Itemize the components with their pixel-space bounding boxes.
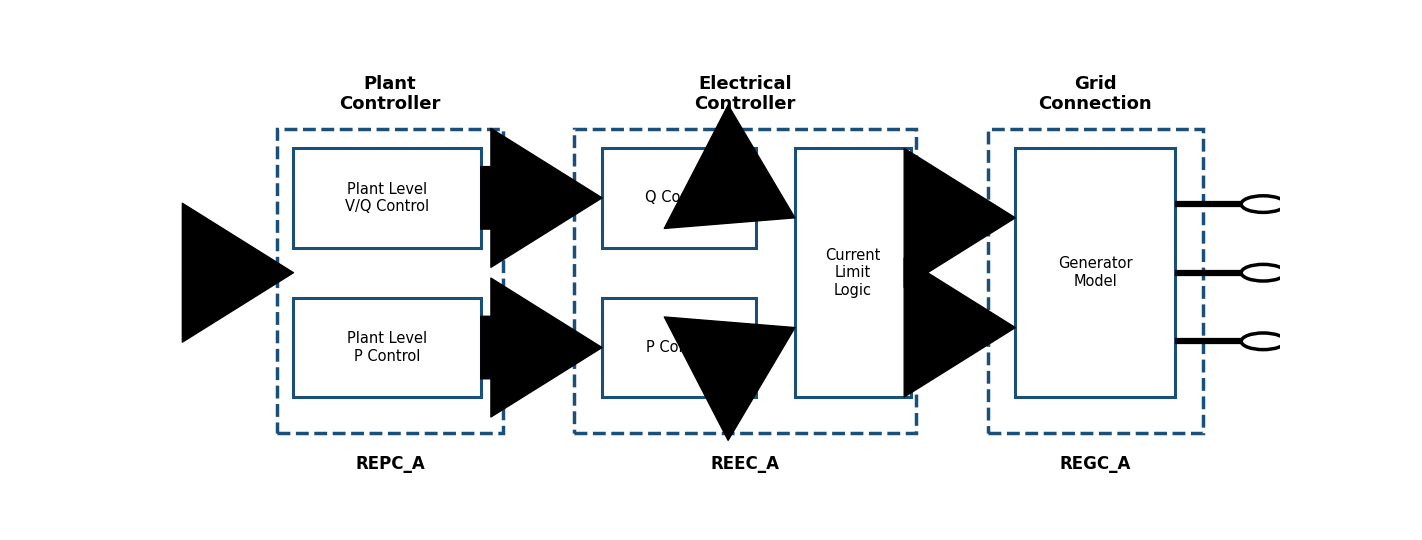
Text: REPC_A: REPC_A bbox=[356, 455, 425, 473]
Circle shape bbox=[1241, 333, 1285, 349]
Text: REGC_A: REGC_A bbox=[1059, 455, 1130, 473]
Bar bbox=[293, 298, 481, 397]
Text: Id: Id bbox=[916, 296, 929, 309]
Text: Pref: Pref bbox=[486, 316, 512, 329]
Circle shape bbox=[1241, 196, 1285, 212]
Text: Iq: Iq bbox=[916, 186, 929, 199]
Text: Setpoints: Setpoints bbox=[181, 266, 246, 280]
Bar bbox=[277, 129, 503, 433]
Text: Generator
Model: Generator Model bbox=[1058, 256, 1132, 289]
Bar bbox=[602, 298, 757, 397]
Text: Grid
Connection: Grid Connection bbox=[1038, 75, 1152, 113]
Text: Electrical
Controller: Electrical Controller bbox=[694, 75, 796, 113]
Text: P Control: P Control bbox=[646, 340, 712, 355]
Text: Current
Limit
Logic: Current Limit Logic bbox=[825, 248, 880, 298]
Text: REEC_A: REEC_A bbox=[711, 455, 779, 473]
Bar bbox=[795, 148, 910, 397]
Bar bbox=[602, 148, 757, 248]
Text: Q Control: Q Control bbox=[644, 191, 714, 205]
Text: Plant Level
V/Q Control: Plant Level V/Q Control bbox=[346, 181, 429, 214]
Text: Plant Level
P Control: Plant Level P Control bbox=[347, 332, 427, 364]
Bar bbox=[1015, 148, 1175, 397]
Bar bbox=[988, 129, 1203, 433]
Bar bbox=[293, 148, 481, 248]
Circle shape bbox=[1241, 265, 1285, 281]
Bar bbox=[574, 129, 916, 433]
Text: Plant
Controller: Plant Controller bbox=[340, 75, 441, 113]
Text: Qref: Qref bbox=[486, 166, 515, 179]
